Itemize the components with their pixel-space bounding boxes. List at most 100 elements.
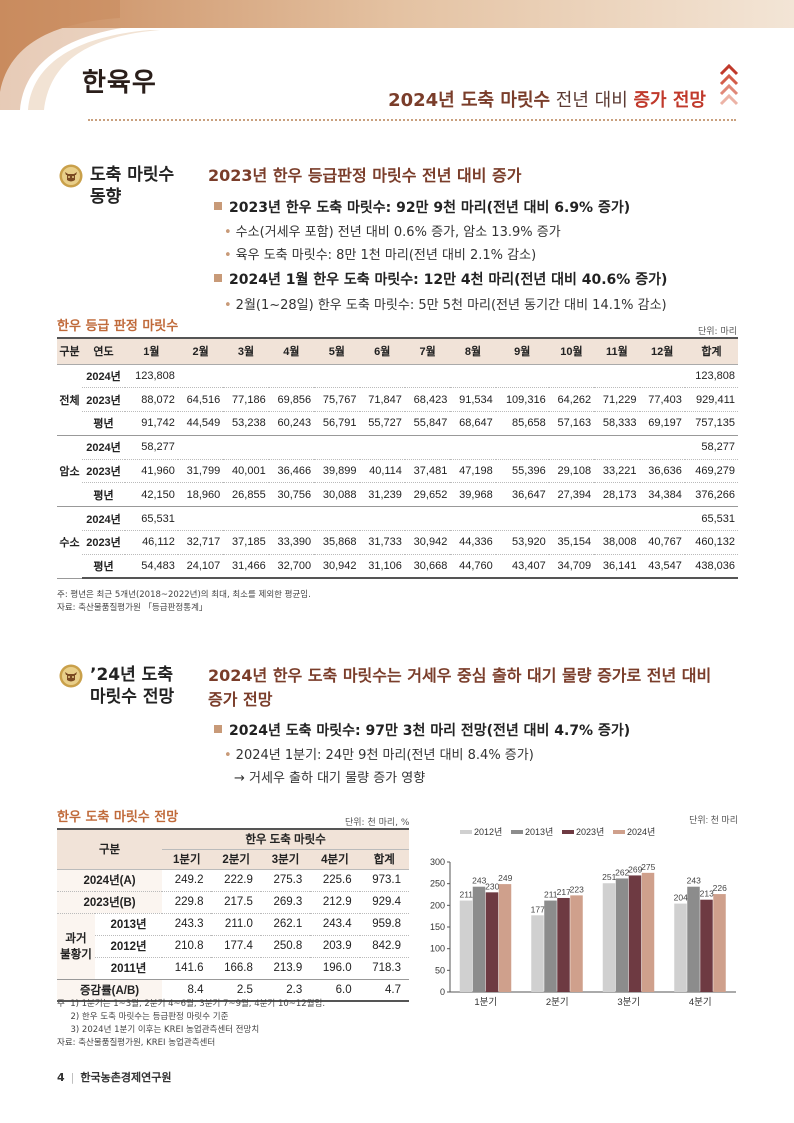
table1-cell: 34,709 (548, 554, 595, 580)
table2-cell: 275.3 (260, 869, 311, 892)
table1-cell (268, 435, 315, 460)
table1-cell: 71,229 (594, 387, 640, 413)
table2-col-header: 4분기 (310, 849, 360, 870)
table2-cell: 222.9 (211, 869, 261, 892)
table2-year-cell: 2013년 (95, 913, 163, 936)
table-row: 2012년 210.8 177.4 250.8 203.9 842.9 (57, 935, 409, 958)
bar (557, 897, 570, 992)
table1-cell: 46,112 (124, 530, 178, 555)
table1-cell (177, 435, 224, 460)
table2-unit: 단위: 천 마리, % (345, 818, 410, 828)
bar (602, 883, 616, 992)
table1-group-label: 전체 (57, 364, 83, 436)
square-bullet-icon (214, 202, 222, 210)
table1-col-header: 9월 (495, 337, 549, 365)
table2-header-row2: 1분기 2분기 3분기 4분기 합계 (57, 849, 409, 870)
header-subtitle: 2024년 도축 마릿수 전년 대비 증가 전망 (388, 86, 706, 112)
table1-body: 전체 2024년 123,808 123,808 2023년 88,072 64,516 77… (57, 364, 738, 580)
table1-cell: 43,407 (495, 554, 549, 580)
table1-cell: 40,001 (223, 459, 269, 484)
header-subtitle-mid: 전년 대비 (550, 90, 634, 111)
table-row: 전체 2024년 123,808 123,808 (57, 364, 738, 436)
bar-value-label: 226 (713, 883, 727, 893)
bar-value-label: 213 (700, 889, 714, 899)
table2-year-cell: 2011년 (95, 957, 163, 980)
section2-heading-line2: 증가 전망 (208, 690, 273, 709)
legend-label: 2013년 (525, 827, 553, 837)
table1-cell: 39,899 (314, 459, 360, 484)
table1-note: 주: 평년은 최근 5개년(2018~2022년)의 최대, 최소를 제외한 평… (57, 590, 311, 600)
table2-cell: 211.0 (211, 913, 261, 936)
table1-year-cell: 2023년 (82, 530, 125, 555)
bar (628, 875, 642, 992)
table1-year-cell: 2024년 (82, 364, 125, 389)
bar (570, 895, 583, 992)
table2-body: 2024년(A) 249.2 222.9 275.3 225.6 973.1 2023년(B… (57, 869, 409, 1002)
section2-heading: 2024년 한우 도축 마릿수는 거세우 중심 출하 대기 물량 증가로 전년 … (208, 664, 711, 712)
table2-note-3: 3) 2024년 1분기 이후는 KREI 농업관측센터 전망치 (57, 1025, 260, 1035)
table1-cell (359, 364, 405, 389)
table1-cell: 31,106 (359, 554, 405, 580)
table1-cell: 58,277 (124, 435, 178, 460)
table1-cell: 55,847 (404, 411, 451, 436)
bar-value-label: 243 (472, 876, 486, 886)
table1-cell: 58,277 (684, 435, 738, 460)
section2-label: ’24년 도축 마릿수 전망 (90, 664, 174, 708)
section2-bullet1: 2024년 도축 마릿수: 97만 3천 마리 전망(전년 대비 4.7% 증가… (214, 720, 630, 740)
table1-cell: 38,008 (594, 530, 640, 555)
table1-cell (594, 435, 640, 460)
dot-bullet-icon: • (224, 248, 232, 263)
square-bullet-icon (214, 274, 222, 282)
table1-cell (177, 364, 224, 389)
table1-cell: 34,384 (639, 482, 685, 508)
table1-cell: 30,942 (314, 554, 360, 580)
bar-value-label: 269 (628, 864, 642, 874)
table2-cell: 210.8 (162, 935, 212, 958)
table2-past-label-line2: 불황기 (60, 949, 92, 961)
table2-cell: 212.9 (310, 891, 360, 914)
table1-cell (450, 506, 496, 532)
table1-year-cell: 2023년 (82, 459, 125, 484)
header-subtitle-emphasis: 증가 전망 (633, 90, 706, 111)
table1-cell: 75,767 (314, 387, 360, 413)
table2-year-cell: 2012년 (95, 935, 163, 958)
table2-cell: 959.8 (359, 913, 409, 936)
legend-swatch (511, 830, 523, 834)
table1-cell (223, 506, 269, 532)
table2-row-label: 2023년(B) (57, 891, 163, 914)
table1-unit: 단위: 마리 (697, 327, 737, 337)
page-title: 한육우 (82, 68, 157, 98)
table1-cell: 30,756 (268, 482, 315, 508)
table1-cell: 30,942 (404, 530, 451, 555)
bar-value-label: 204 (674, 893, 688, 903)
table1-cell: 56,791 (314, 411, 360, 436)
section2-sub1b: → 거세우 출하 대기 물량 증가 영향 (234, 771, 426, 786)
chart-unit: 단위: 천 마리 (689, 815, 738, 825)
legend-swatch (562, 830, 574, 834)
table1-cell: 929,411 (684, 387, 738, 413)
table2-note-2: 2) 한우 도축 마릿수는 등급판정 마릿수 기준 (57, 1012, 229, 1022)
section1-sub2a: • 2월(1~28일) 한우 도축 마릿수: 5만 5천 마리(전년 동기간 대비… (224, 294, 667, 313)
table1-cell: 469,279 (684, 459, 738, 484)
table1-cell (594, 364, 640, 389)
header-subtitle-main: 2024년 도축 마릿수 (388, 90, 551, 111)
table1-cell (639, 435, 685, 460)
bar (615, 878, 629, 992)
table1-cell: 109,316 (495, 387, 549, 413)
table2-label-header: 구분 (57, 828, 163, 870)
bar-value-label: 249 (498, 873, 512, 883)
square-bullet-icon (214, 725, 222, 733)
table1-cell (177, 506, 224, 532)
table-row: 2024년(A) 249.2 222.9 275.3 225.6 973.1 (57, 869, 409, 892)
table1-cell (268, 364, 315, 389)
table1-col-header: 4월 (268, 337, 315, 365)
table1-cell (639, 506, 685, 532)
table2-group-header: 한우 도축 마릿수 (162, 828, 409, 850)
table1-cell: 60,243 (268, 411, 315, 436)
table1-cell: 33,221 (594, 459, 640, 484)
table1-cell: 54,483 (124, 554, 178, 580)
table1-cell (359, 435, 405, 460)
table1-cell (548, 364, 595, 389)
table1-cell: 85,658 (495, 411, 549, 436)
table1-cell: 33,390 (268, 530, 315, 555)
